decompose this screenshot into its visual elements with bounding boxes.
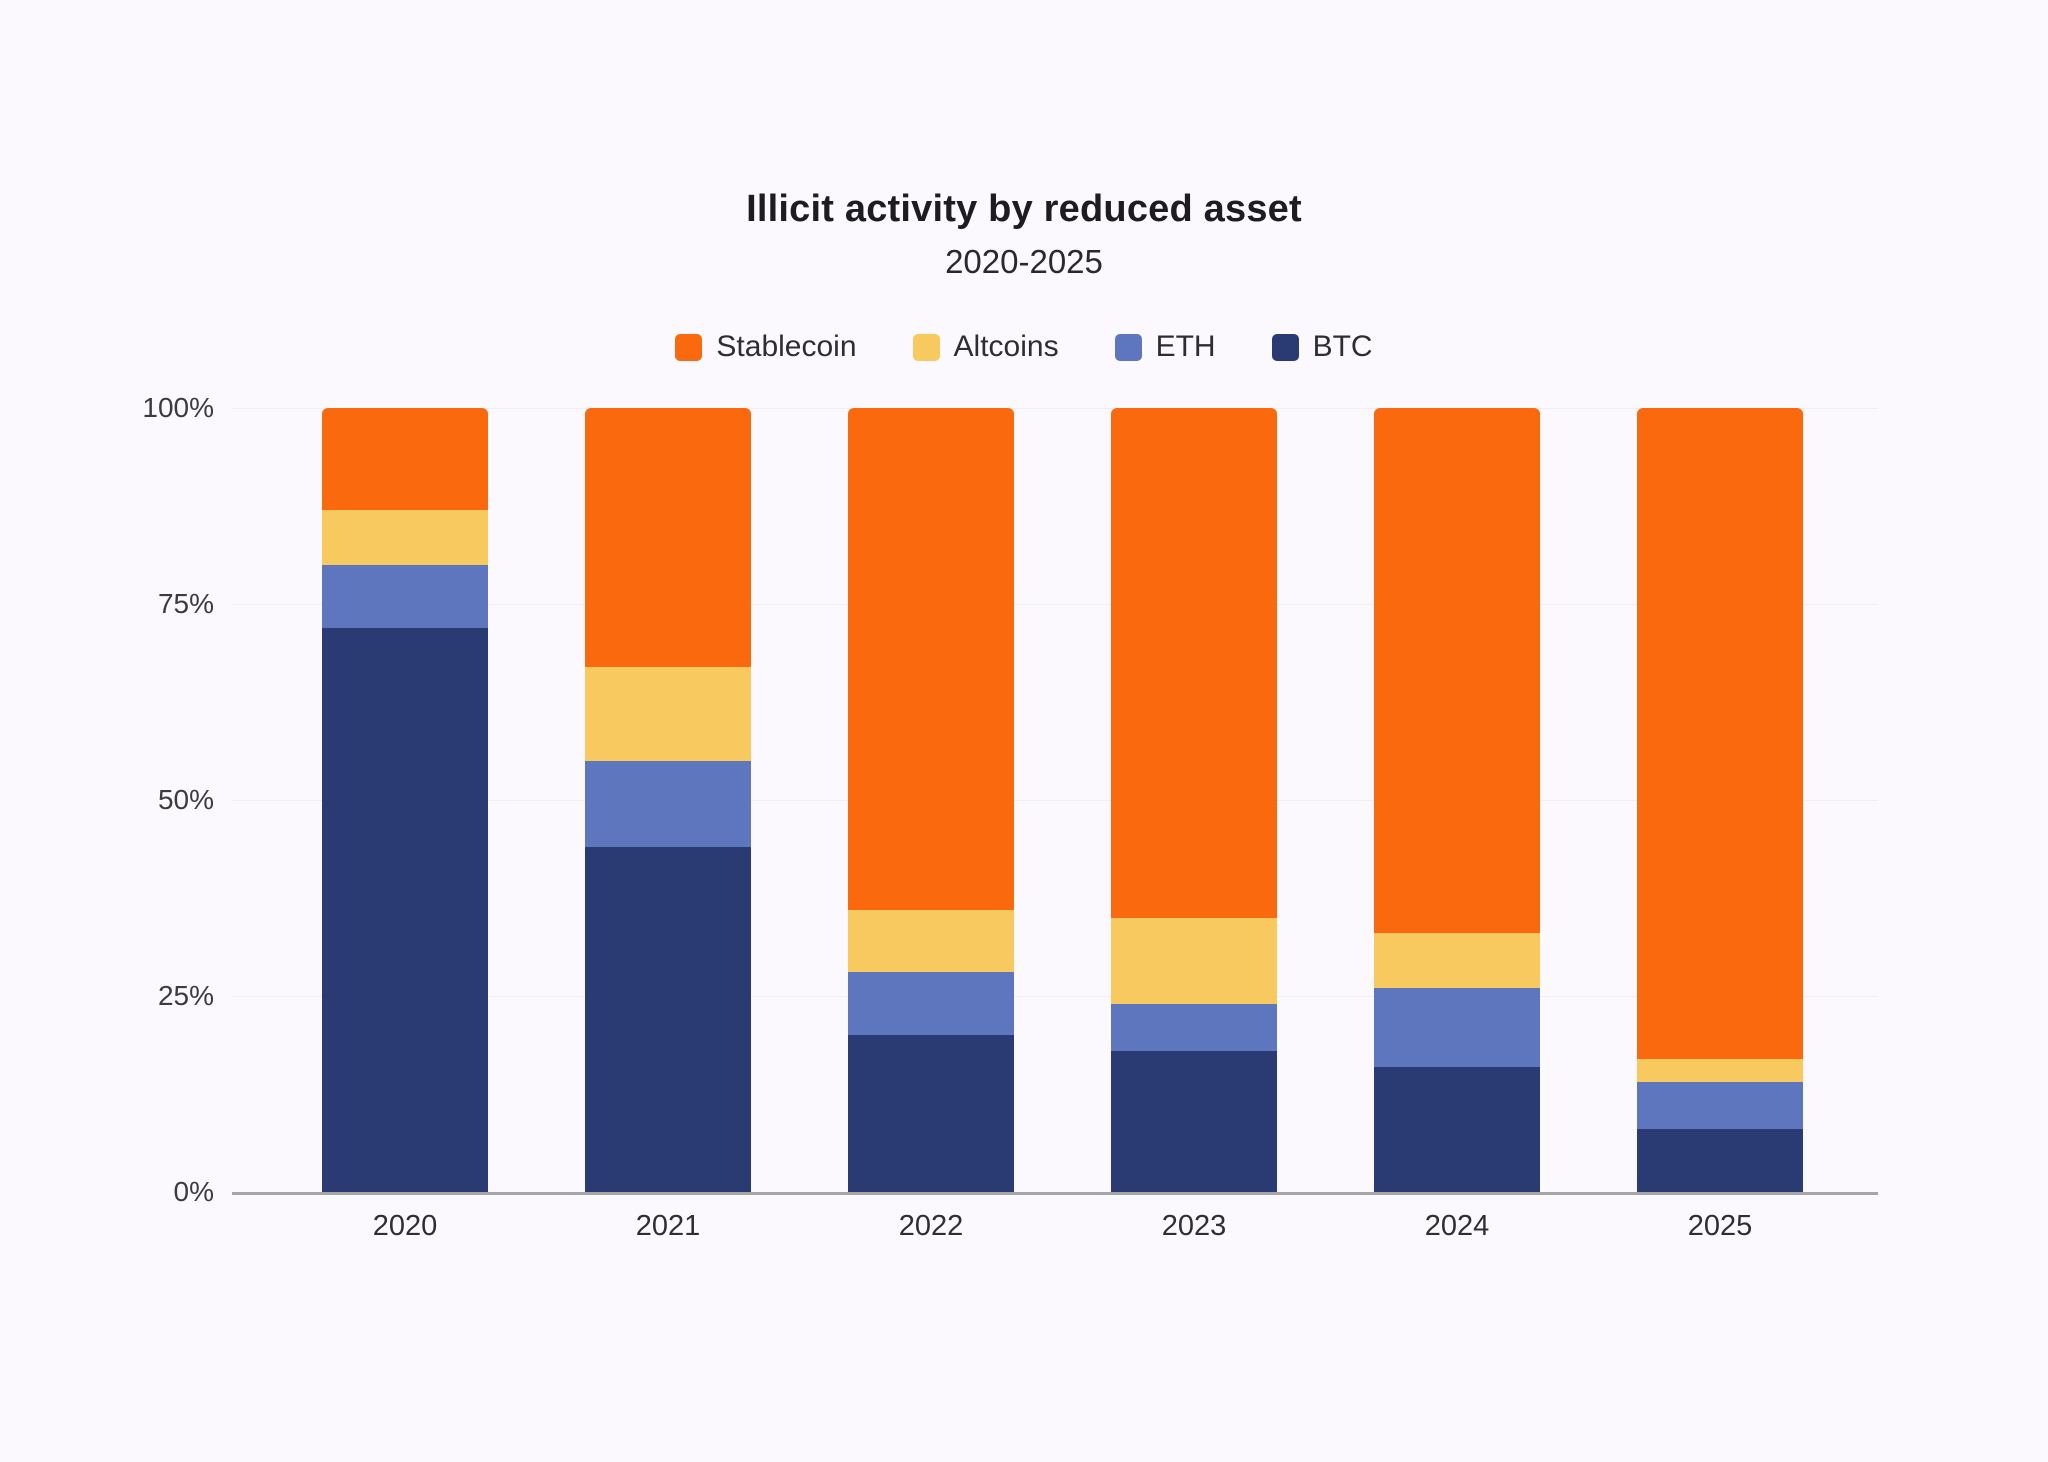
x-tick-label-2022: 2022 [898,1210,964,1242]
bar-segment-altcoins-2024 [1374,933,1540,989]
bar-column-2023 [1111,408,1277,1192]
legend-label-eth: ETH [1155,330,1216,363]
y-tick-label-50: 50% [157,784,214,815]
y-tick-label-25: 25% [157,980,214,1011]
legend-label-altcoins: Altcoins [953,330,1059,363]
bar-segment-btc-2021 [585,847,751,1192]
x-tick-label-2021: 2021 [635,1210,701,1242]
bar-column-2022 [848,408,1014,1192]
altcoins-swatch-icon [912,333,940,361]
bar-segment-stablecoin-2021 [585,408,751,667]
legend-item-stablecoin: Stablecoin [675,330,857,364]
title-block: Illicit activity by reduced asset 2020-2… [0,188,2048,281]
legend-item-altcoins: Altcoins [912,330,1059,364]
bar-segment-btc-2023 [1111,1050,1277,1192]
legend-label-btc: BTC [1312,330,1373,363]
bar-segment-stablecoin-2022 [848,408,1014,910]
bar-column-2021 [585,408,751,1192]
x-tick-label-2024: 2024 [1424,1210,1490,1242]
bar-segment-stablecoin-2025 [1637,408,1803,1059]
bar-segment-eth-2024 [1374,988,1540,1067]
bar-segment-altcoins-2023 [1111,917,1277,1004]
bar-column-2025 [1637,408,1803,1192]
chart-title: Illicit activity by reduced asset [746,188,1302,230]
bar-segment-eth-2025 [1637,1082,1803,1130]
y-tick-label-75: 75% [157,588,214,619]
bar-segment-btc-2025 [1637,1129,1803,1192]
bar-segment-altcoins-2020 [322,509,488,565]
y-tick-label-100: 100% [142,392,214,423]
x-tick-label-2025: 2025 [1687,1210,1753,1242]
bar-segment-stablecoin-2020 [322,408,488,510]
bar-segment-eth-2020 [322,564,488,628]
plot-area: 0% 25% 50% 75% 100% 2020 2021 2022 2023 2024 2025 [142,392,1878,1242]
bar-segment-eth-2023 [1111,1003,1277,1051]
bar-segment-btc-2022 [848,1035,1014,1192]
bar-segment-stablecoin-2024 [1374,408,1540,934]
bar-segment-eth-2021 [585,760,751,848]
legend: Stablecoin Altcoins ETH BTC [0,330,2048,364]
gridline-50 [232,799,1878,801]
bar-segment-altcoins-2022 [848,909,1014,973]
y-tick-label-0: 0% [173,1176,214,1207]
x-tick-label-2020: 2020 [372,1210,438,1242]
bar-segment-altcoins-2021 [585,666,751,761]
gridline-75 [232,603,1878,605]
legend-item-btc: BTC [1271,330,1373,364]
legend-label-stablecoin: Stablecoin [716,330,857,363]
legend-item-eth: ETH [1114,330,1216,364]
x-tick-label-2023: 2023 [1161,1210,1227,1242]
bar-segment-eth-2022 [848,972,1014,1036]
stablecoin-swatch-icon [675,333,703,361]
chart-subtitle: 2020-2025 [945,243,1103,280]
gridline-100 [232,407,1878,409]
bar-segment-altcoins-2025 [1637,1058,1803,1083]
bar-column-2020 [322,408,488,1192]
bar-segment-btc-2024 [1374,1066,1540,1192]
bar-column-2024 [1374,408,1540,1192]
btc-swatch-icon [1271,333,1299,361]
bar-segment-stablecoin-2023 [1111,408,1277,918]
bar-segment-btc-2020 [322,627,488,1192]
eth-swatch-icon [1114,333,1142,361]
gridline-25 [232,995,1878,997]
